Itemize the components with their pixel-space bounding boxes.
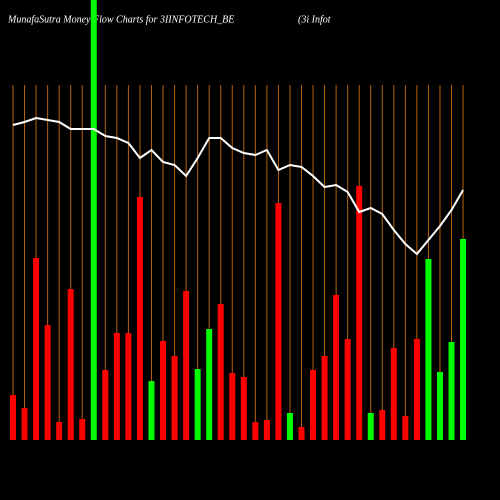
bar: [102, 370, 109, 440]
bar: [125, 333, 132, 440]
bar: [56, 422, 63, 440]
bar: [344, 339, 351, 440]
bar: [240, 377, 247, 440]
bar: [171, 356, 178, 440]
bar: [298, 427, 305, 440]
chart-subtitle: (3i Infot: [298, 14, 331, 25]
bar: [379, 410, 386, 440]
money-flow-line: [12, 116, 464, 256]
bar: [448, 342, 455, 440]
bar: [194, 369, 201, 440]
bar: [10, 395, 16, 440]
bar: [425, 259, 432, 440]
chart-title: MunafaSutra Money Flow Charts for 3IINFO…: [7, 14, 234, 25]
bar: [275, 203, 282, 440]
bar: [402, 416, 409, 440]
bar: [44, 325, 51, 440]
bar: [148, 381, 155, 440]
bar: [367, 413, 374, 440]
bar: [33, 258, 40, 440]
bar: [413, 339, 420, 440]
bar: [160, 341, 167, 440]
bar: [263, 420, 270, 440]
bar: [436, 372, 443, 440]
bar: [252, 422, 259, 440]
bar: [310, 370, 317, 440]
bar: [206, 329, 213, 440]
bar: [229, 373, 236, 440]
bar: [321, 356, 328, 440]
bar: [79, 419, 86, 440]
bar: [90, 0, 97, 440]
bar: [217, 304, 224, 440]
bar: [67, 289, 74, 440]
bar: [286, 413, 293, 440]
bar: [183, 291, 190, 440]
bar: [333, 295, 340, 440]
bar: [356, 186, 363, 440]
bar: [136, 197, 143, 440]
bar: [21, 408, 28, 440]
bar: [460, 239, 467, 440]
bar: [113, 333, 120, 440]
bar: [390, 348, 397, 440]
